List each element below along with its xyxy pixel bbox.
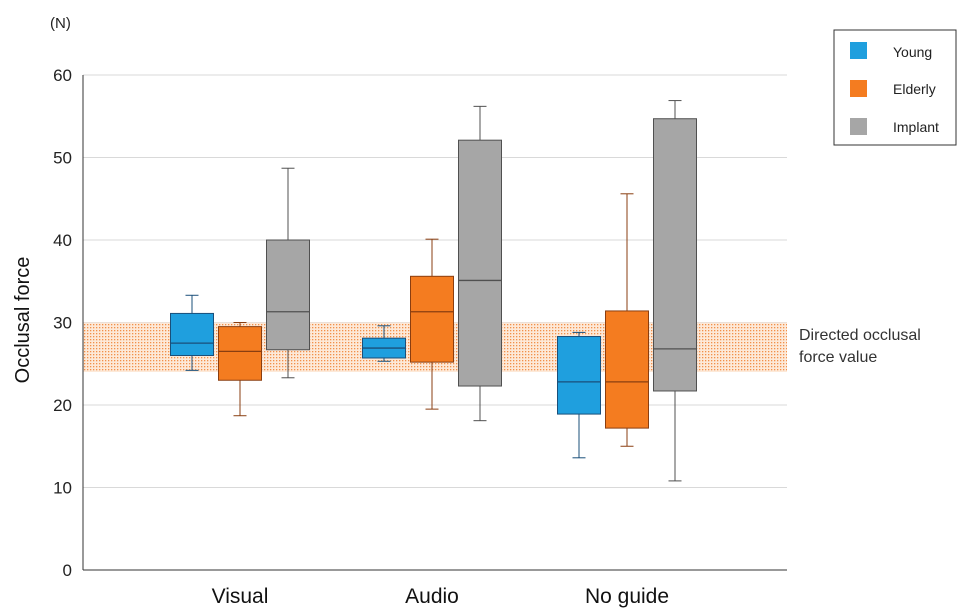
y-tick-label-40: 40 bbox=[53, 231, 72, 250]
box-body bbox=[557, 336, 601, 415]
y-tick-label-0: 0 bbox=[63, 561, 72, 580]
box-2-1 bbox=[458, 105, 502, 422]
legend-swatch-implant bbox=[850, 118, 867, 135]
y-tick-label-30: 30 bbox=[53, 314, 72, 333]
box-body bbox=[170, 312, 214, 356]
y-tick-label-20: 20 bbox=[53, 396, 72, 415]
x-category-label-0: Visual bbox=[212, 585, 269, 608]
legend-label-young: Young bbox=[893, 44, 932, 60]
legend-swatch-elderly bbox=[850, 80, 867, 97]
y-tick-label-50: 50 bbox=[53, 149, 72, 168]
y-unit-label: (N) bbox=[50, 15, 71, 32]
x-category-label-2: No guide bbox=[585, 585, 669, 608]
box-0-2 bbox=[557, 331, 601, 459]
x-category-label-1: Audio bbox=[405, 585, 459, 608]
box-body bbox=[458, 139, 502, 387]
y-tick-label-10: 10 bbox=[53, 479, 72, 498]
reference-band-label: Directed occlusal force value bbox=[799, 327, 921, 366]
box-2-2 bbox=[653, 100, 697, 482]
reference-band-label-line-2: force value bbox=[799, 349, 877, 366]
box-0-1 bbox=[362, 325, 406, 362]
legend-swatch-young bbox=[850, 42, 867, 59]
box-body bbox=[653, 118, 697, 392]
box-1-2 bbox=[605, 193, 649, 447]
box-1-0 bbox=[218, 322, 262, 417]
box-body bbox=[605, 310, 649, 429]
box-2-0 bbox=[266, 167, 310, 379]
boxes bbox=[170, 100, 697, 482]
y-axis-title: Occlusal force bbox=[12, 257, 34, 384]
legend-label-implant: Implant bbox=[893, 119, 939, 135]
tick-labels: 0 10 20 30 40 50 60 bbox=[53, 66, 72, 580]
box-body bbox=[218, 326, 262, 381]
reference-band-label-line-1: Directed occlusal bbox=[799, 327, 921, 344]
box-1-1 bbox=[410, 238, 454, 410]
box-0-0 bbox=[170, 294, 214, 371]
y-tick-label-60: 60 bbox=[53, 66, 72, 85]
box-body bbox=[266, 239, 310, 351]
box-body bbox=[410, 275, 454, 363]
category-labels: Visual Audio No guide bbox=[212, 585, 669, 608]
axes bbox=[82, 75, 787, 571]
legend-label-elderly: Elderly bbox=[893, 81, 936, 97]
legend: Young Elderly Implant bbox=[833, 29, 957, 146]
